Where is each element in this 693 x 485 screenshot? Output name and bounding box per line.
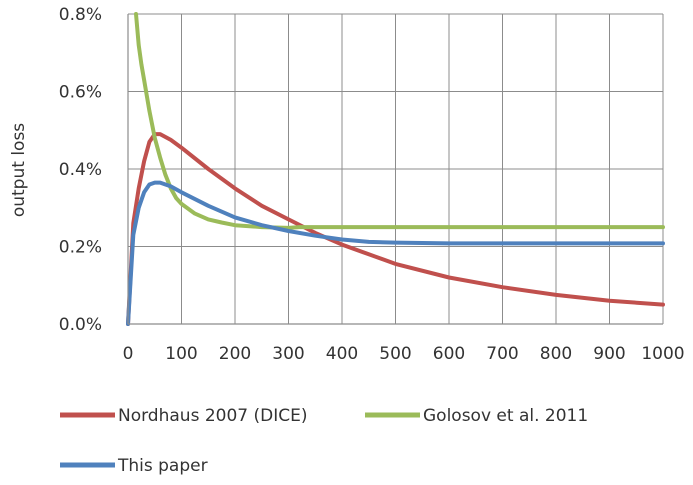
x-tick-label: 100: [165, 344, 197, 364]
y-tick-label: 0.8%: [59, 5, 102, 25]
x-tick-label: 700: [486, 344, 518, 364]
y-tick-label: 0.2%: [59, 238, 102, 258]
x-tick-label: 600: [433, 344, 465, 364]
y-tick-label: 0.4%: [59, 160, 102, 180]
x-tick-label: 0: [123, 344, 134, 364]
series-layer: [126, 12, 665, 326]
x-tick-label: 400: [326, 344, 358, 364]
series-line-2: [134, 12, 665, 230]
x-tick-label: 500: [379, 344, 411, 364]
series-line-3: [126, 180, 665, 326]
y-tick-label: 0.6%: [59, 83, 102, 103]
legend-label: Golosov et al. 2011: [423, 406, 588, 426]
x-tick-label: 1000: [641, 344, 684, 364]
series-line-1: [126, 132, 665, 326]
x-tick-label: 200: [219, 344, 251, 364]
axis-layer: 0 100 200 300 400 500 600 700 800 900 1000 0.0% 0.2%…: [59, 5, 685, 364]
x-tick-label: 800: [540, 344, 572, 364]
y-tick-label: 0.0%: [59, 315, 102, 335]
y-axis-title: output loss: [9, 123, 29, 217]
legend-label: This paper: [117, 456, 208, 476]
x-tick-label: 900: [593, 344, 625, 364]
legend-label: Nordhaus 2007 (DICE): [118, 406, 307, 426]
legend: Nordhaus 2007 (DICE) Golosov et al. 2011 T…: [60, 406, 588, 476]
x-tick-label: 300: [272, 344, 304, 364]
